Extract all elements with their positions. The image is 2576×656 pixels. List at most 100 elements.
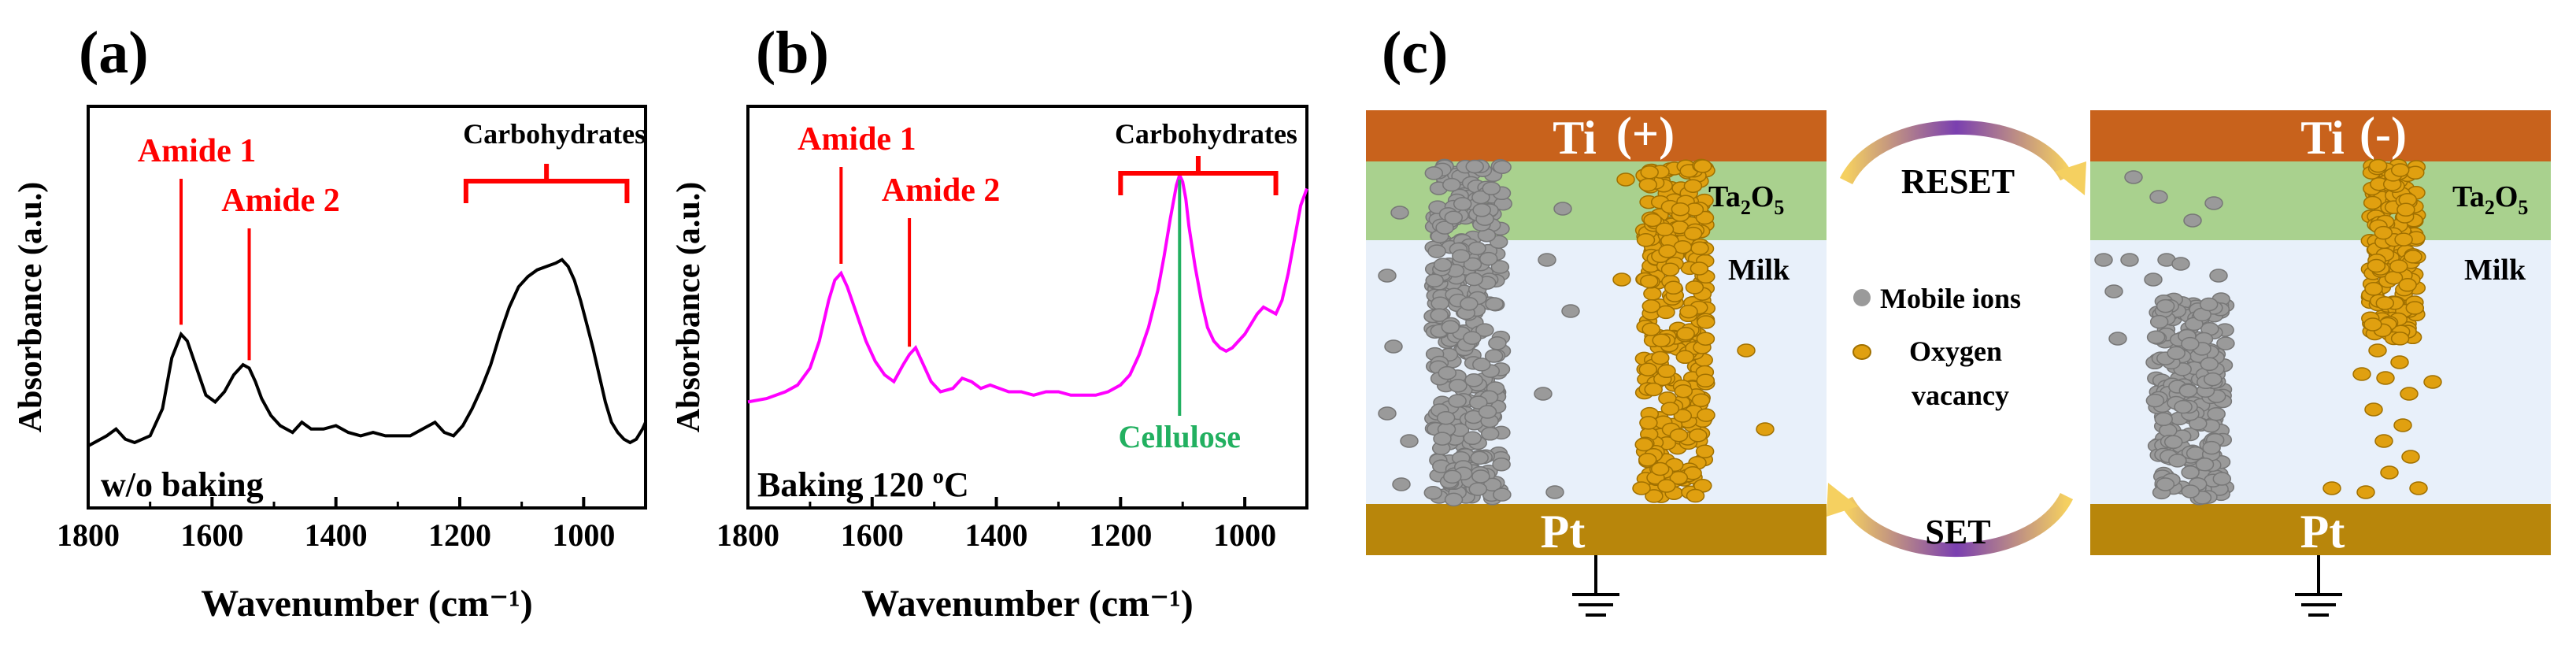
oxygen-vacancy [1645, 489, 1664, 503]
mobile-ion [2149, 190, 2168, 204]
mobile-ion [2156, 477, 2175, 491]
mobile-ion [1468, 482, 1488, 496]
pt-electrode-right [2090, 504, 2551, 555]
panel-a-amide1-label: Amide 1 [138, 133, 257, 169]
xtick-label: 1800 [716, 517, 779, 553]
mobile-ion [1444, 210, 1464, 225]
oxygen-vacancy [1697, 408, 1715, 422]
legend-vacancy: vacancy [1912, 380, 2009, 411]
mobile-ion [1400, 434, 1419, 448]
mobile-ion [1463, 331, 1482, 345]
mobile-ion [2199, 297, 2219, 312]
mobile-ion [2167, 346, 2186, 361]
oxygen-vacancy [1651, 350, 1670, 365]
mobile-ion [1433, 258, 1453, 272]
mobile-ion [2174, 399, 2193, 414]
oxygen-vacancy [2396, 202, 2415, 217]
oxygen-vacancy [1660, 262, 1680, 276]
reset-label: RESET [1901, 162, 2015, 201]
mobile-ion [1478, 405, 1497, 419]
ti-label-right: Ti [2300, 112, 2345, 164]
mobile-ions-left [1378, 158, 1580, 507]
mobile-ion [1464, 272, 1483, 287]
oxygen-vacancy [2401, 450, 2420, 464]
oxygen-vacancy [1690, 241, 1709, 255]
mobile-ion [2178, 384, 2198, 398]
pt-electrode-left [1366, 504, 1827, 555]
mobile-ion [2094, 253, 2113, 267]
oxygen-vacancy [1638, 453, 1657, 467]
mobile-ion [2209, 269, 2228, 283]
xtick-label: 1600 [841, 517, 904, 553]
mobile-ion [2212, 472, 2232, 486]
mobile-ion [2145, 393, 2165, 408]
mobile-ion [1378, 406, 1397, 421]
oxygen-vacancy [1652, 333, 1671, 347]
mobile-ion [1442, 177, 1461, 192]
panel-a-spectrum-line [87, 258, 647, 448]
oxygen-vacancy [1669, 471, 1689, 485]
mobile-ion [1545, 485, 1564, 499]
oxygen-vacancy [1679, 304, 1698, 319]
oxygen-vacancy [1640, 165, 1659, 180]
mobile-ion [2104, 284, 2123, 298]
mobile-ion [2146, 330, 2166, 344]
oxygen-vacancy [1673, 409, 1693, 423]
mobile-ion [2204, 196, 2223, 210]
mobile-ion [2181, 336, 2200, 351]
mobile-ion [1484, 349, 1504, 363]
oxygen-vacancy [1695, 444, 1715, 458]
oxygen-vacancy [2374, 225, 2393, 240]
mobile-ion [1430, 296, 1449, 311]
mobile-ion [1470, 450, 1489, 465]
reset-arrowhead [2055, 161, 2086, 195]
mobile-ion [1468, 241, 1486, 256]
oxygen-vacancy [1675, 350, 1695, 365]
panel-b-xticks: 1800 1600 1400 1200 1000 [716, 497, 1276, 553]
oxygen-vacancy [1639, 416, 1658, 430]
mobile-ion [1423, 486, 1443, 500]
panel-b-label: (b) [756, 20, 829, 86]
mobile-ion [1482, 181, 1501, 195]
oxygen-vacancy [2352, 367, 2371, 381]
oxygen-vacancy [2405, 301, 2425, 315]
mobile-ion [2181, 465, 2200, 480]
mobile-ion [1534, 387, 1553, 401]
xtick-label: 1000 [1213, 517, 1276, 553]
legend-vacancy-swatch [1852, 344, 1871, 360]
xtick-label: 1000 [552, 517, 615, 553]
oxygen-vacancy [2356, 485, 2375, 499]
polarity-left: (+) [1616, 108, 1675, 160]
panel-a-frame [87, 105, 647, 510]
set-arrowhead [1827, 483, 1858, 517]
set-label: SET [1925, 513, 1990, 551]
oxygen-vacancy [1691, 393, 1711, 407]
mobile-ion [2200, 357, 2219, 372]
mobile-ion [1436, 410, 1456, 425]
oxygen-vacancy [1643, 213, 1662, 228]
mobile-ions-right [2094, 170, 2235, 506]
mobile-ion [2120, 253, 2139, 267]
mobile-ion [1475, 323, 1494, 337]
oxygen-vacancy [1686, 488, 1705, 503]
polarity-right: (-) [2359, 108, 2407, 160]
mobile-ion [1553, 202, 1572, 216]
oxygen-vacancy [2404, 250, 2422, 264]
panel-a-amide2-label: Amide 2 [221, 183, 340, 219]
mobile-ion [2108, 332, 2127, 346]
oxygen-vacancy [1737, 343, 1756, 358]
xtick-label: 1400 [305, 517, 368, 553]
mobile-ion [1452, 249, 1471, 263]
mobile-ion [1384, 339, 1403, 354]
mobile-ion [1430, 308, 1449, 322]
mobile-ion [1378, 269, 1397, 283]
oxygen-vacancy [1641, 299, 1661, 313]
oxygen-vacancy [1676, 327, 1695, 341]
oxygen-vacancy [1696, 332, 1715, 346]
mobile-ion [1463, 257, 1482, 272]
panel-b-frame [746, 105, 1308, 510]
mobile-ion [1492, 457, 1511, 472]
mobile-ion [2207, 406, 2226, 421]
mobile-ion [1433, 432, 1452, 446]
oxygen-vacancy [1690, 261, 1709, 276]
